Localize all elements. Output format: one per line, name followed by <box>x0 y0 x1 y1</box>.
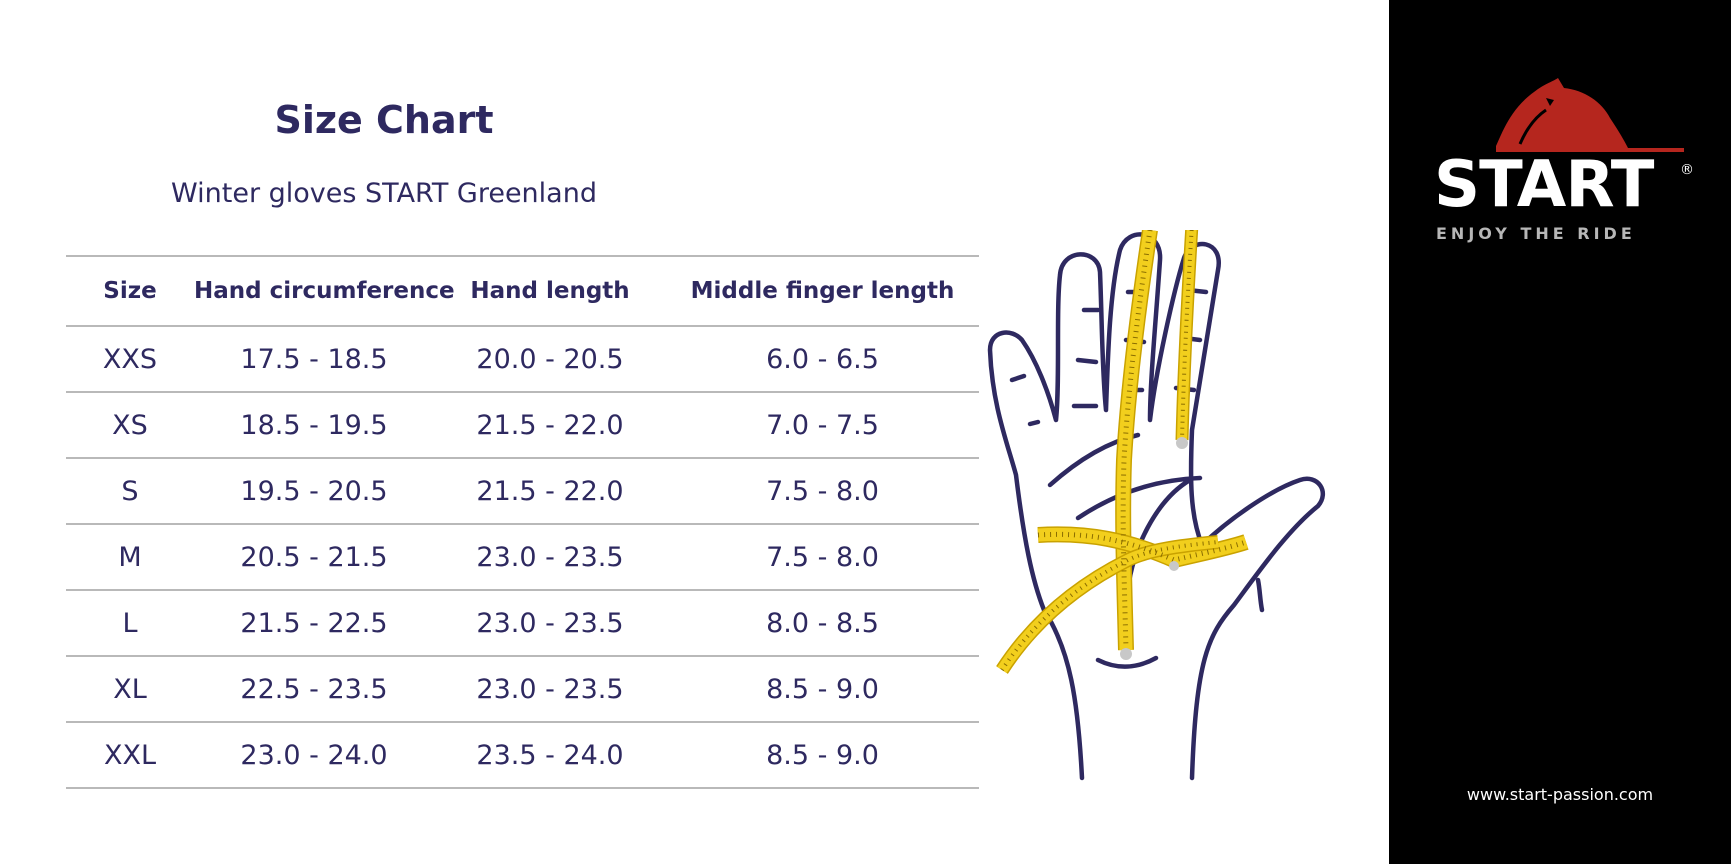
brand-tagline: ENJOY THE RIDE <box>1436 224 1636 243</box>
hand-length-cell: 20.0 - 20.5 <box>434 326 666 393</box>
header-hand-length: Hand length <box>434 255 666 327</box>
header-size: Size <box>66 255 194 327</box>
hand-measuring-tape-icon <box>987 230 1326 781</box>
size-table-wrapper: Size Hand circumference Hand length Midd… <box>66 255 979 789</box>
size-table: Size Hand circumference Hand length Midd… <box>66 255 979 789</box>
finger-length-cell: 6.0 - 6.5 <box>666 326 979 393</box>
hand-length-cell: 23.0 - 23.5 <box>434 590 666 657</box>
product-subtitle: Winter gloves START Greenland <box>171 178 597 209</box>
table-header-row: Size Hand circumference Hand length Midd… <box>66 255 979 327</box>
finger-length-cell: 8.5 - 9.0 <box>666 656 979 723</box>
table-row: XXL 23.0 - 24.0 23.5 - 24.0 8.5 - 9.0 <box>66 722 979 789</box>
size-cell: XS <box>66 392 194 459</box>
finger-length-cell: 7.5 - 8.0 <box>666 524 979 591</box>
table-row: L 21.5 - 22.5 23.0 - 23.5 8.0 - 8.5 <box>66 590 979 657</box>
finger-length-cell: 7.5 - 8.0 <box>666 458 979 525</box>
circumference-cell: 23.0 - 24.0 <box>194 722 434 789</box>
brand-sidebar: START ® ENJOY THE RIDE www.start-passion… <box>1389 0 1731 864</box>
circumference-cell: 21.5 - 22.5 <box>194 590 434 657</box>
size-cell: XL <box>66 656 194 723</box>
size-cell: XXL <box>66 722 194 789</box>
hand-length-cell: 23.0 - 23.5 <box>434 524 666 591</box>
circumference-cell: 20.5 - 21.5 <box>194 524 434 591</box>
circumference-cell: 22.5 - 23.5 <box>194 656 434 723</box>
brand-name: START <box>1434 148 1654 222</box>
table-row: XXS 17.5 - 18.5 20.0 - 20.5 6.0 - 6.5 <box>66 326 979 393</box>
table-row: M 20.5 - 21.5 23.0 - 23.5 7.5 - 8.0 <box>66 524 979 591</box>
hand-length-cell: 21.5 - 22.0 <box>434 458 666 525</box>
size-cell: XXS <box>66 326 194 393</box>
page-title: Size Chart <box>274 98 494 142</box>
hand-length-cell: 21.5 - 22.0 <box>434 392 666 459</box>
hand-length-cell: 23.0 - 23.5 <box>434 656 666 723</box>
header-hand-circumference: Hand circumference <box>194 255 455 327</box>
circumference-cell: 17.5 - 18.5 <box>194 326 434 393</box>
start-logo: START ® ENJOY THE RIDE <box>1434 78 1704 243</box>
header-middle-finger-length: Middle finger length <box>666 255 979 327</box>
circumference-cell: 18.5 - 19.5 <box>194 392 434 459</box>
horse-head-icon <box>1496 78 1684 152</box>
finger-length-cell: 8.5 - 9.0 <box>666 722 979 789</box>
size-cell: S <box>66 458 194 525</box>
size-chart-panel: Size Chart Winter gloves START Greenland… <box>66 98 1326 789</box>
finger-length-cell: 8.0 - 8.5 <box>666 590 979 657</box>
circumference-cell: 19.5 - 20.5 <box>194 458 434 525</box>
table-row: XS 18.5 - 19.5 21.5 - 22.0 7.0 - 7.5 <box>66 392 979 459</box>
table-row: XL 22.5 - 23.5 23.0 - 23.5 8.5 - 9.0 <box>66 656 979 723</box>
table-row: S 19.5 - 20.5 21.5 - 22.0 7.5 - 8.0 <box>66 458 979 525</box>
hand-length-cell: 23.5 - 24.0 <box>434 722 666 789</box>
finger-length-cell: 7.0 - 7.5 <box>666 392 979 459</box>
website-link[interactable]: www.start-passion.com <box>1466 785 1654 804</box>
size-cell: L <box>66 590 194 657</box>
size-cell: M <box>66 524 194 591</box>
registered-mark: ® <box>1680 162 1694 178</box>
